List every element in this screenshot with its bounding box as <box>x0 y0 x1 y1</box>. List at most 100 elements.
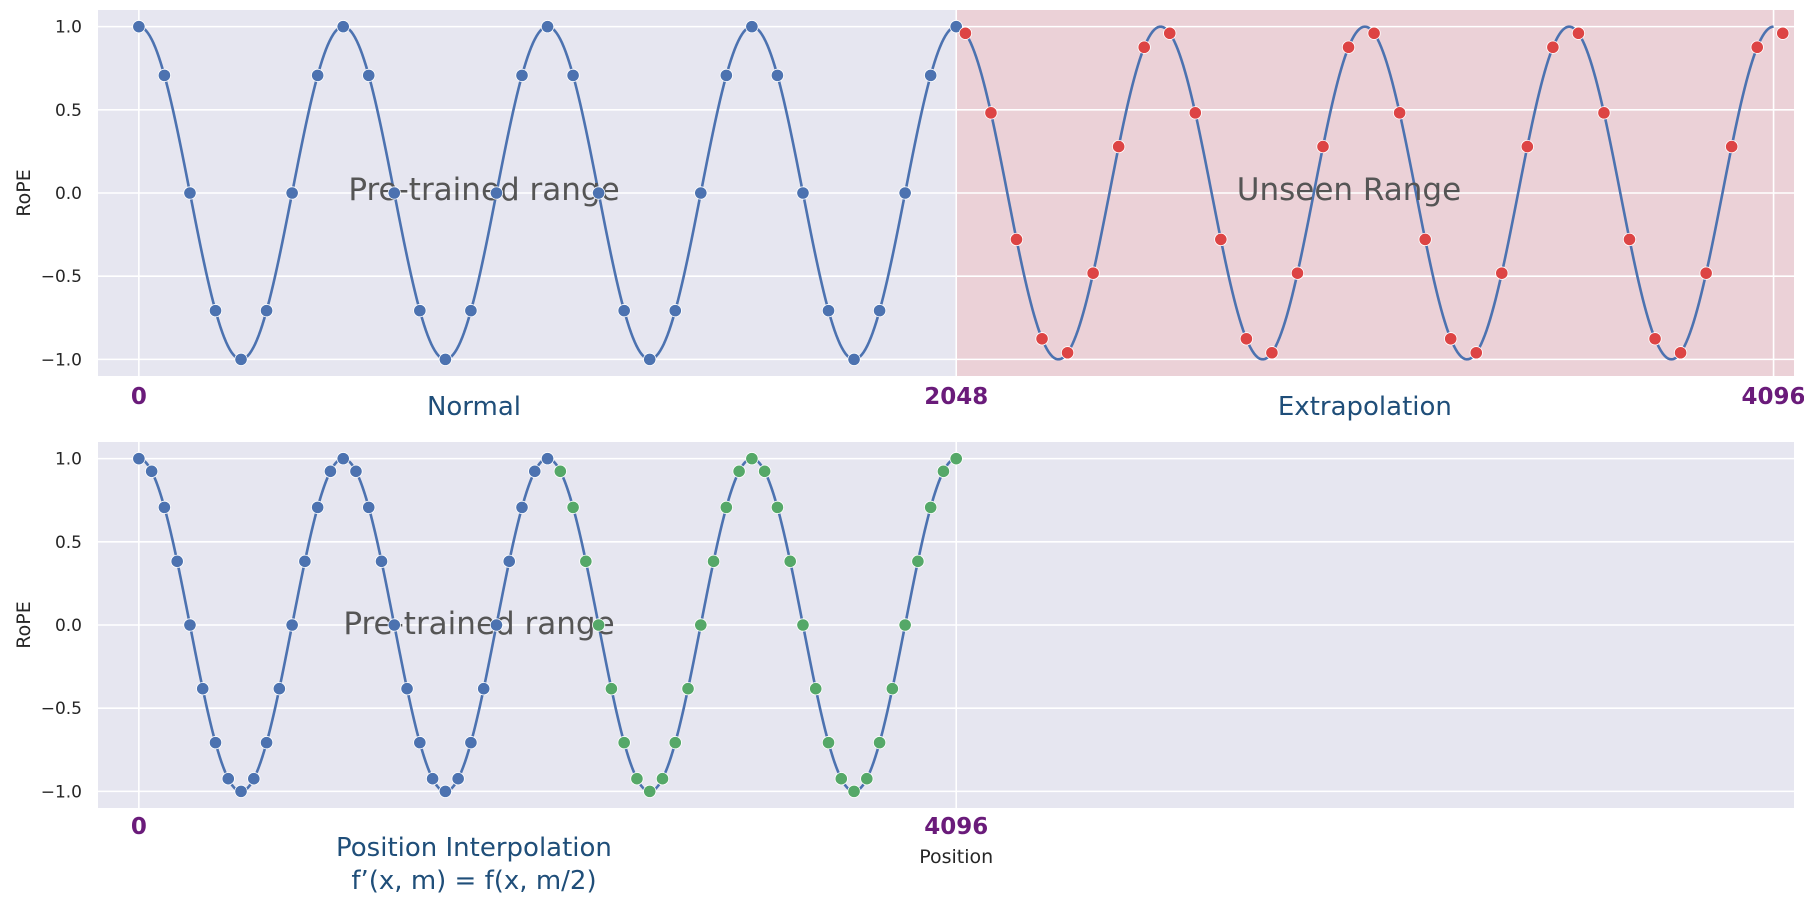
data-point <box>1444 332 1458 346</box>
data-point <box>821 736 836 750</box>
data-point <box>1776 26 1790 40</box>
data-point <box>1009 232 1024 247</box>
data-point <box>668 736 682 750</box>
y-axis-label: RoPE <box>13 601 35 648</box>
data-point <box>592 186 606 200</box>
position-label: 0 <box>131 384 147 410</box>
data-point <box>1469 346 1483 360</box>
data-point <box>885 682 899 696</box>
data-point <box>528 464 542 478</box>
data-point <box>758 464 772 478</box>
data-point <box>413 304 427 318</box>
data-point <box>770 500 785 514</box>
data-point <box>681 682 695 696</box>
data-point <box>413 736 427 750</box>
data-point <box>924 500 938 514</box>
data-point <box>1239 332 1253 346</box>
data-point <box>477 682 491 696</box>
y-tick-label: −1.0 <box>41 782 82 802</box>
data-point <box>847 784 861 798</box>
data-point <box>349 464 363 478</box>
data-point <box>196 682 210 696</box>
y-tick-label: 0.0 <box>55 616 82 636</box>
y-tick-label: −1.0 <box>41 350 82 370</box>
caption-text: f’(x, m) = f(x, m/2) <box>351 866 596 896</box>
data-point <box>847 352 861 366</box>
y-tick-label: 1.0 <box>55 450 82 470</box>
data-point <box>336 20 350 34</box>
data-point <box>604 682 618 696</box>
data-point <box>145 464 159 478</box>
data-point <box>234 352 248 366</box>
data-point <box>285 186 299 200</box>
data-point <box>783 554 797 568</box>
data-point <box>579 554 593 568</box>
data-point <box>426 772 440 786</box>
y-tick-label: 0.5 <box>55 101 82 121</box>
data-point <box>566 68 580 82</box>
data-point <box>1341 40 1356 54</box>
data-point <box>796 186 810 200</box>
caption-text: Extrapolation <box>1278 392 1452 422</box>
y-tick-label: 0.5 <box>55 533 82 553</box>
data-point <box>668 304 682 318</box>
y-tick-label: −0.5 <box>41 699 82 719</box>
data-point <box>489 618 504 632</box>
data-point <box>157 68 172 82</box>
data-point <box>745 20 759 34</box>
data-point <box>208 304 223 318</box>
data-point <box>400 682 414 696</box>
data-point <box>834 772 848 786</box>
data-point <box>362 500 376 514</box>
data-point <box>1290 266 1305 280</box>
position-label: 4096 <box>1742 384 1804 410</box>
data-point <box>502 554 516 568</box>
y-axis-label: RoPE <box>13 169 35 216</box>
data-point <box>362 68 376 82</box>
data-point <box>1163 26 1177 40</box>
data-point <box>872 736 887 750</box>
data-point <box>259 304 274 318</box>
data-point <box>936 464 951 478</box>
data-point <box>221 772 235 786</box>
data-point <box>949 452 963 466</box>
data-point <box>374 554 389 568</box>
position-label: 2048 <box>924 384 988 410</box>
data-point <box>1035 332 1049 346</box>
data-point <box>170 554 184 568</box>
data-point <box>311 500 325 514</box>
data-point <box>183 618 197 632</box>
y-tick-label: −0.5 <box>41 267 82 287</box>
data-point <box>1060 346 1075 360</box>
region-label: Pre-trained range <box>343 606 614 642</box>
data-point <box>796 618 810 632</box>
data-point <box>1188 106 1202 120</box>
data-point <box>298 554 312 568</box>
data-point <box>1546 40 1560 54</box>
data-point <box>1725 139 1739 154</box>
data-point <box>1699 266 1713 280</box>
data-point <box>732 464 746 478</box>
data-point <box>745 452 759 466</box>
data-point <box>234 784 248 798</box>
data-point <box>464 736 478 750</box>
data-point <box>553 464 567 478</box>
data-point <box>285 618 299 632</box>
data-point <box>1086 266 1100 280</box>
data-point <box>924 68 938 82</box>
data-point <box>259 736 274 750</box>
panel-position-interpolation: 1.0 0.5 0.0 −0.5 −1.0 RoPE Pre-trained range 0 4… <box>13 442 1794 896</box>
data-point <box>1214 232 1228 247</box>
data-point <box>592 618 606 632</box>
data-point <box>1648 332 1662 346</box>
data-point <box>1316 139 1330 154</box>
y-tick-label: 1.0 <box>55 18 82 38</box>
y-tick-label: 0.0 <box>55 184 82 204</box>
data-point <box>655 772 670 786</box>
data-point <box>719 68 733 82</box>
data-point <box>617 736 631 750</box>
data-point <box>515 68 529 82</box>
caption-text: Position Interpolation <box>336 833 612 863</box>
